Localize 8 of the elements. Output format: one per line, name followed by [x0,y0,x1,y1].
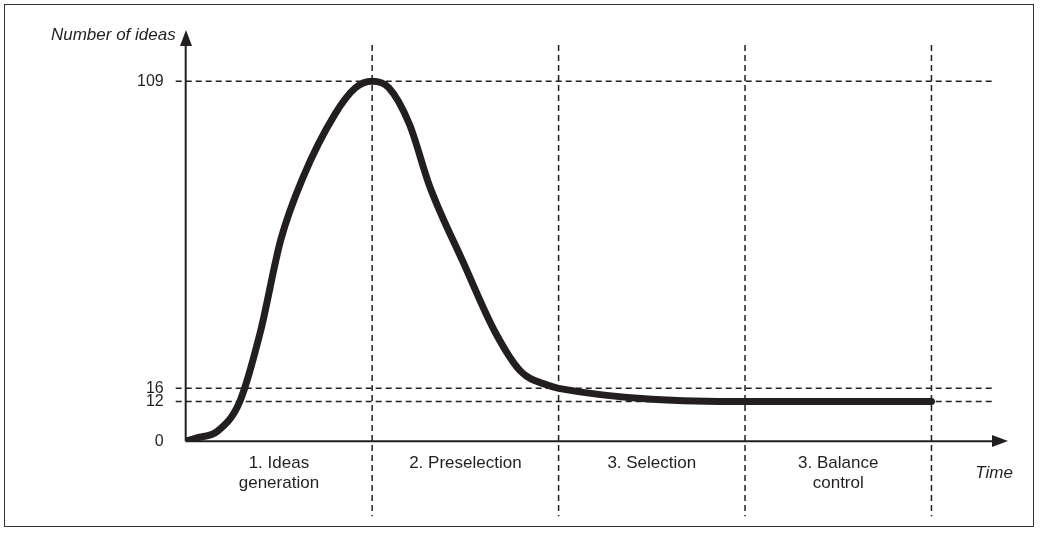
x-axis-title: Time [975,462,1013,482]
x-tick-label: 1. Ideas generation [238,453,320,493]
y-tick-label: 109 [136,71,164,89]
x-tick-label: 3. Balance control [798,453,879,493]
x-tick-label: 3. Selection [607,453,697,473]
y-tick-label: 0 [154,431,164,449]
x-tick-label: 2. Preselection [409,453,522,473]
y-axis-title: Number of ideas [50,24,177,44]
